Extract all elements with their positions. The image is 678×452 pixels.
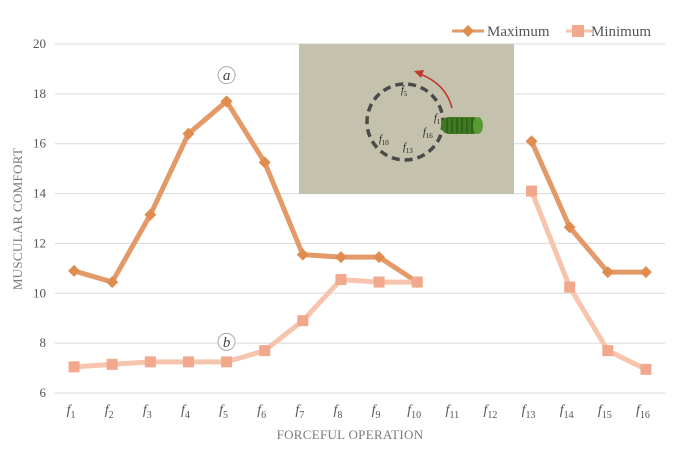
inset-label-f10: f10 [379, 134, 389, 147]
legend-label-minimum: Minimum [591, 24, 651, 40]
x-tick-label: f2 [105, 403, 114, 421]
y-tick-label: 10 [33, 285, 46, 300]
point-minimum [221, 356, 233, 368]
x-tick-label: f8 [333, 403, 342, 421]
rotation-arrowhead-icon [414, 70, 424, 78]
series-markers [68, 95, 652, 375]
point-minimum [526, 185, 538, 197]
point-maximum [639, 266, 652, 279]
x-tick-label: f1 [67, 403, 76, 421]
x-tick-label: f16 [636, 403, 650, 421]
x-tick-label: f6 [257, 403, 266, 421]
point-maximum [106, 276, 119, 289]
inset-label-f16: f16 [423, 127, 433, 140]
annotation-circle [217, 332, 236, 351]
x-tick-label: f7 [295, 403, 304, 421]
x-tick-label: f5 [219, 403, 228, 421]
x-tick-label: f12 [483, 403, 497, 421]
point-minimum [297, 315, 309, 327]
annotation-label: a [223, 68, 231, 84]
point-minimum [335, 274, 347, 286]
point-maximum [563, 221, 576, 234]
series-line-maximum [529, 138, 649, 275]
point-minimum [640, 363, 652, 375]
legend-item-minimum: Minimum [566, 24, 651, 40]
inset-label-f1: f1 [434, 113, 441, 126]
y-tick-label: 14 [33, 186, 47, 201]
y-tick-label: 16 [33, 136, 47, 151]
x-tick-label: f13 [522, 403, 536, 421]
point-minimum [373, 276, 385, 288]
x-tick-label: f4 [181, 403, 190, 421]
legend-item-maximum: Maximum [452, 24, 550, 40]
y-tick-label: 8 [40, 335, 47, 350]
legend-maximum-marker-icon [462, 25, 474, 37]
series-lines [71, 98, 649, 372]
point-minimum [259, 345, 271, 357]
x-tick-label: f11 [446, 403, 460, 421]
legend: Maximum Minimum [452, 24, 651, 40]
point-maximum [144, 208, 157, 221]
point-maximum [68, 264, 81, 277]
point-minimum [182, 356, 194, 368]
annotation-circle [217, 66, 236, 85]
point-maximum [373, 251, 386, 264]
rotation-arrow [419, 73, 453, 109]
point-maximum [182, 127, 195, 140]
point-maximum [334, 251, 347, 264]
point-minimum [106, 358, 118, 370]
inset-diagram: f5 f1 f16 f10 f13 [299, 44, 514, 194]
y-axis-title: MUSCULAR COMFORT [10, 148, 25, 290]
point-maximum [601, 266, 614, 279]
point-maximum [258, 156, 271, 169]
x-tick-label: f10 [407, 403, 421, 421]
point-maximum [525, 135, 538, 148]
series-line-maximum [71, 98, 420, 285]
y-tick-label: 18 [33, 86, 46, 101]
point-minimum [602, 345, 614, 357]
point-maximum [220, 95, 233, 108]
point-minimum [68, 361, 80, 373]
x-axis-title: FORCEFUL OPERATION [277, 427, 424, 442]
legend-label-maximum: Maximum [487, 24, 550, 40]
inset-label-f13: f13 [403, 142, 413, 155]
point-maximum [296, 248, 309, 261]
point-minimum [564, 281, 576, 293]
inset-background [299, 44, 514, 194]
annotations: ab [217, 66, 236, 351]
x-tick-label: f14 [560, 403, 574, 421]
series-line-minimum [529, 188, 649, 372]
point-minimum [144, 356, 156, 368]
knob-icon [441, 117, 483, 134]
legend-minimum-marker-icon [572, 25, 584, 37]
inset-label-f5: f5 [401, 85, 408, 98]
y-axis-ticks: 6 8 10 12 14 16 18 20 [33, 36, 47, 400]
x-tick-label: f9 [372, 403, 381, 421]
y-tick-label: 20 [33, 36, 46, 51]
y-tick-label: 12 [33, 235, 46, 250]
point-minimum [411, 276, 423, 288]
x-tick-label: f15 [598, 403, 612, 421]
annotation-label: b [223, 335, 231, 351]
y-tick-label: 6 [40, 385, 47, 400]
series-line-minimum [71, 277, 420, 370]
x-axis-ticks: f1 f2 f3 f4 f5 f6 f7 f8 f9 f10 f11 f12 f13 f14 f15 f16 [67, 403, 650, 421]
x-tick-label: f3 [143, 403, 152, 421]
